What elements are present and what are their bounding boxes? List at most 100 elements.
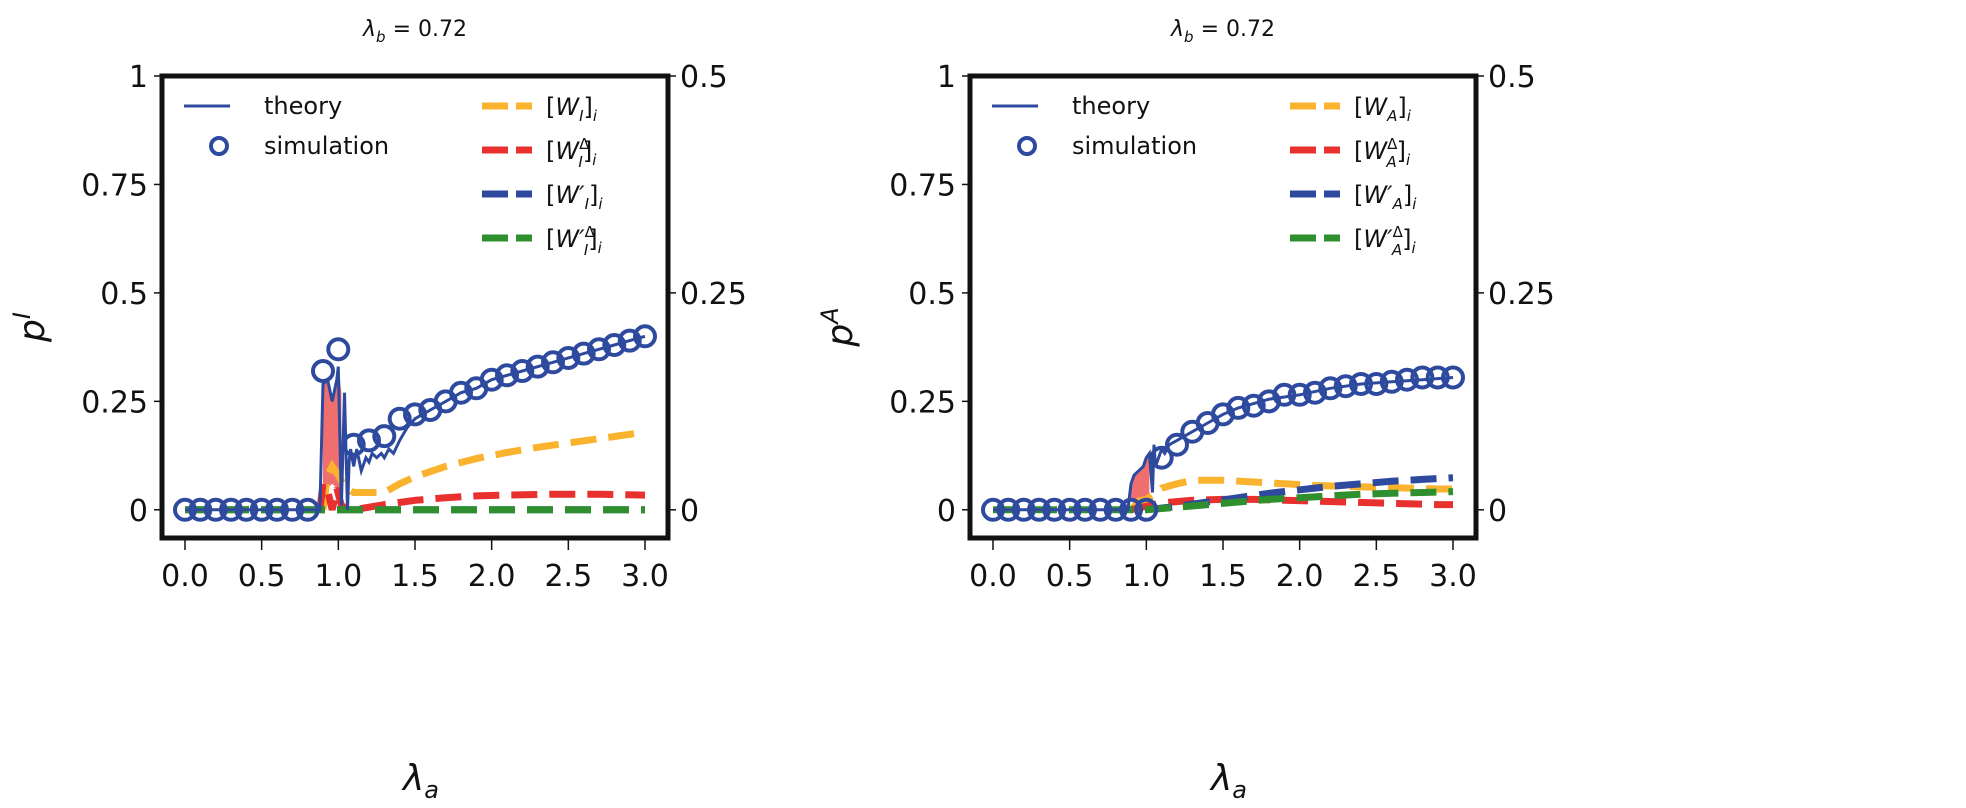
y2-tick-label: 0.5: [680, 60, 728, 95]
simulation-point: [1241, 393, 1266, 418]
y2-tick-label: 0: [1488, 494, 1507, 529]
simulation-point: [1088, 497, 1113, 522]
simulation-point: [188, 497, 213, 522]
simulation-point: [372, 424, 397, 449]
simulation-point: [280, 497, 305, 522]
simulation-point: [311, 359, 335, 383]
simulation-point: [510, 359, 535, 383]
series-line--w-a-i: [993, 488, 1454, 514]
simulation-point: [173, 497, 197, 522]
simulation-point: [1395, 367, 1419, 392]
simulation-point: [633, 324, 657, 349]
simulation-point: [1425, 365, 1450, 390]
simulation-point: [234, 497, 259, 522]
y-tick-label: 0.75: [81, 168, 148, 203]
simulation-point: [617, 328, 642, 353]
plot-area: [981, 365, 1465, 522]
simulation-point: [1057, 497, 1082, 522]
simulation-point: [1134, 497, 1159, 522]
series-line-theory: [993, 376, 1454, 512]
simulation-point: [981, 497, 1005, 522]
legend-simulation-marker-icon: [209, 136, 229, 156]
simulation-point: [571, 341, 596, 366]
y-tick-label: 0: [937, 494, 956, 529]
axes-frame: [159, 73, 671, 541]
plot-area: [173, 324, 657, 522]
simulation-point: [403, 402, 427, 427]
simulation-point: [1149, 445, 1174, 470]
chart-title: λb = 0.72: [362, 17, 467, 46]
y-tick-label: 0.5: [100, 277, 148, 312]
series-line--w-i-i: [316, 473, 646, 514]
simulation-point: [556, 346, 581, 370]
series-line-theory: [185, 334, 646, 512]
simulation-point: [1103, 497, 1128, 522]
simulation-point: [1119, 497, 1143, 522]
y-axis-label: pA: [816, 307, 861, 347]
y2-tick-label: 0.25: [680, 277, 747, 312]
simulation-point: [265, 497, 289, 522]
simulation-point: [219, 497, 243, 522]
simulation-point: [1379, 369, 1404, 394]
simulation-point: [1073, 497, 1097, 522]
legend-label: simulation: [1072, 132, 1197, 160]
simulation-point: [1272, 382, 1297, 407]
y2-tick-label: 0.5: [1488, 60, 1536, 95]
simulation-point: [587, 337, 611, 362]
legend-label: [W′I]i: [546, 181, 603, 213]
x-tick-label: 2.0: [1276, 559, 1324, 594]
simulation-point: [341, 432, 366, 457]
y-tick-label: 0.5: [908, 277, 956, 312]
simulation-point: [1165, 432, 1189, 457]
simulation-point: [996, 497, 1021, 522]
y-tick-label: 1: [129, 60, 148, 95]
x-tick-label: 0.5: [1046, 559, 1094, 594]
y2-tick-label: 0.25: [1488, 277, 1555, 312]
simulation-point: [326, 337, 351, 362]
simulation-point: [525, 354, 550, 379]
x-axis-label: λa: [1209, 758, 1247, 804]
panel-p-A: λb = 0.72 0 0.25 0.5 0.75 1 0 0.25 0.5 0.0 0.5 1.0 1…: [816, 17, 1555, 804]
x-tick-label: 1.0: [1122, 559, 1170, 594]
simulation-point: [1042, 497, 1067, 522]
legend-label: [W′Δ I]i: [546, 223, 603, 259]
simulation-point: [387, 406, 412, 431]
y-tick-label: 0.25: [889, 385, 956, 420]
x-tick-label: 3.0: [1429, 559, 1477, 594]
y2-tick-label: 0: [680, 494, 699, 529]
legend-label: [W′Δ A]i: [1354, 223, 1416, 259]
simulation-point: [1318, 376, 1343, 401]
simulation-point: [449, 380, 473, 405]
x-tick-label: 0.0: [161, 559, 209, 594]
series-line--w-i-i: [319, 428, 646, 511]
simulation-point: [1349, 372, 1373, 396]
simulation-point: [1441, 365, 1465, 390]
simulation-point: [1011, 497, 1036, 522]
x-tick-label: 0.5: [238, 559, 286, 594]
y-tick-label: 0.25: [81, 385, 148, 420]
simulation-point: [1303, 380, 1327, 405]
x-tick-label: 1.5: [1199, 559, 1247, 594]
legend-label: [WΔ A]i: [1354, 135, 1411, 171]
legend-label: theory: [1072, 92, 1150, 120]
x-tick-label: 0.0: [969, 559, 1017, 594]
simulation-point: [1333, 374, 1358, 399]
simulation-point: [479, 367, 504, 392]
y-tick-label: 0: [129, 494, 148, 529]
series-line--w-a-i: [1128, 476, 1453, 513]
series-line--w-a-i: [1130, 495, 1453, 514]
y-tick-label: 1: [937, 60, 956, 95]
x-tick-label: 1.5: [391, 559, 439, 594]
simulation-point: [541, 350, 565, 375]
legend-simulation-marker-icon: [1017, 136, 1037, 156]
x-tick-label: 2.0: [468, 559, 516, 594]
simulation-point: [203, 497, 228, 522]
legend: theory simulation [WA]i [WΔ A]i [W′A]i [W′Δ A]i: [992, 92, 1417, 259]
x-tick-label: 3.0: [621, 559, 669, 594]
simulation-point: [1410, 365, 1435, 390]
y-axis-label: pI: [8, 312, 53, 343]
simulation-point: [1287, 382, 1312, 407]
simulation-point: [295, 497, 320, 522]
simulation-point: [249, 497, 274, 522]
